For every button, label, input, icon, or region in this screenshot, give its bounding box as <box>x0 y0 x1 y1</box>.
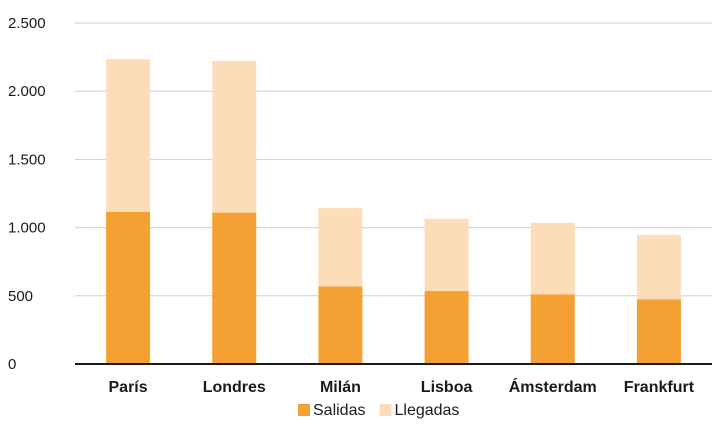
bar-llegadas-0 <box>106 59 151 212</box>
x-tick-label: Frankfurt <box>624 379 695 396</box>
bar-salidas-0 <box>106 211 151 364</box>
x-tick-label: Milán <box>320 379 361 396</box>
y-axis-ticks: 0 500 1.000 1.500 2.000 2.500 <box>8 15 46 373</box>
x-tick-label: Londres <box>203 379 266 396</box>
bars <box>106 59 681 364</box>
legend-label-llegadas: Llegadas <box>394 402 459 419</box>
bar-llegadas-3 <box>424 218 469 292</box>
bar-llegadas-1 <box>212 60 257 213</box>
bar-llegadas-4 <box>530 222 575 295</box>
legend: Salidas Llegadas <box>298 402 459 419</box>
y-tick-label: 500 <box>8 288 33 305</box>
bar-salidas-4 <box>530 294 575 364</box>
bar-salidas-1 <box>212 212 257 364</box>
bar-llegadas-5 <box>636 234 681 300</box>
x-tick-label: Ámsterdam <box>509 377 597 396</box>
bar-llegadas-2 <box>318 208 363 287</box>
y-tick-label: 1.500 <box>8 151 46 168</box>
legend-swatch-salidas <box>298 404 310 416</box>
legend-label-salidas: Salidas <box>313 402 365 419</box>
bar-salidas-5 <box>636 299 681 364</box>
y-tick-label: 1.000 <box>8 220 46 237</box>
bar-salidas-3 <box>424 291 469 364</box>
bar-salidas-2 <box>318 286 363 364</box>
x-tick-label: París <box>109 379 148 396</box>
gridlines <box>75 22 712 297</box>
x-axis-ticks: París Londres Milán Lisboa Ámsterdam Frankfur… <box>109 377 695 396</box>
y-tick-label: 2.000 <box>8 83 46 100</box>
x-tick-label: Lisboa <box>421 379 473 396</box>
y-tick-label: 2.500 <box>8 15 46 32</box>
legend-swatch-llegadas <box>379 404 392 416</box>
y-tick-label: 0 <box>8 356 16 373</box>
